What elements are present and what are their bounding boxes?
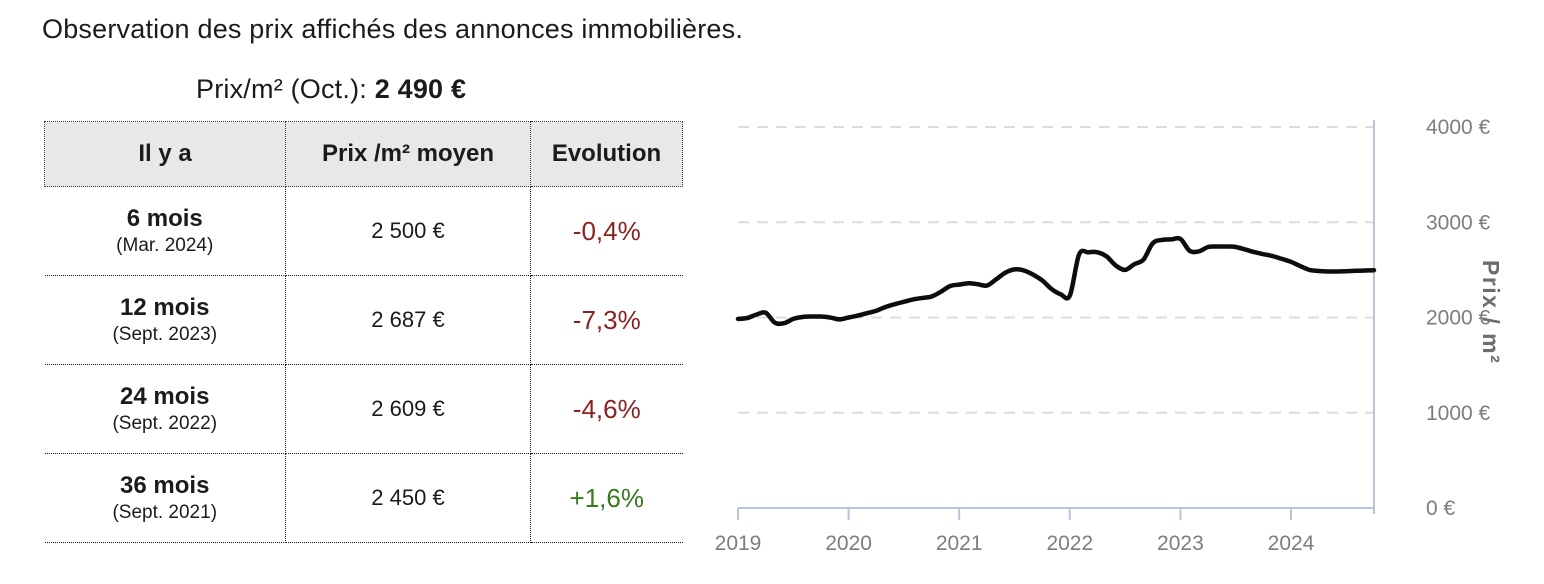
evolution-value: -4,6% [530,364,683,454]
price-cell: 2 609 € [285,364,531,454]
evolution-value: +1,6% [530,453,683,543]
column-header-evolution: Evolution [530,121,683,187]
period-label: 6 mois [126,205,203,233]
x-tick-label: 2019 [715,532,762,555]
column-header-price: Prix /m² moyen [285,121,531,187]
price-summary-label: Prix/m² (Oct.): [196,74,375,104]
period-label: 36 mois [120,472,210,500]
evolution-value: -0,4% [530,186,683,276]
price-cell: 2 500 € [285,186,531,276]
table-row: 6 mois (Mar. 2024) 2 500 € -0,4% [44,186,683,276]
price-cell: 2 687 € [285,275,531,365]
x-tick-label: 2024 [1268,532,1315,555]
price-summary-value: 2 490 € [374,74,467,104]
x-tick-label: 2023 [1157,532,1204,555]
price-chart: 0 € 1000 € 2000 € 3000 € 4000 € 2019 2020 2021 2… [715,116,1491,555]
table-row: 24 mois (Sept. 2022) 2 609 € -4,6% [44,364,683,454]
period-date: (Sept. 2023) [112,324,218,346]
price-summary: Prix/m² (Oct.): 2 490 € [196,74,466,105]
y-tick-label: 2000 € [1426,307,1491,330]
table-header-row: Il y a Prix /m² moyen Evolution [44,121,683,187]
y-tick-label: 3000 € [1426,211,1491,234]
gridlines [738,126,1374,414]
x-tick-label: 2020 [825,532,872,555]
evolution-value: -7,3% [530,275,683,365]
axis-tick-labels: 0 € 1000 € 2000 € 3000 € 4000 € 2019 2020 2021 2… [715,116,1491,555]
x-tick-label: 2022 [1046,532,1093,555]
period-date: (Sept. 2022) [112,413,218,435]
period-cell: 12 mois (Sept. 2023) [44,275,286,365]
period-cell: 36 mois (Sept. 2021) [44,453,286,543]
period-label: 24 mois [120,383,210,411]
period-label: 12 mois [120,294,210,322]
axes [737,120,1375,520]
y-tick-label: 0 € [1426,497,1456,520]
period-date: (Sept. 2021) [112,502,218,524]
price-cell: 2 450 € [285,453,531,543]
y-axis-title: Prix / m² [1478,260,1504,365]
period-date: (Mar. 2024) [116,235,214,257]
period-cell: 24 mois (Sept. 2022) [44,364,286,454]
table-row: 36 mois (Sept. 2021) 2 450 € +1,6% [44,453,683,543]
x-tick-label: 2021 [936,532,983,555]
y-tick-label: 1000 € [1426,402,1491,425]
page-title: Observation des prix affichés des annonc… [42,14,744,44]
column-header-period: Il y a [44,121,286,187]
price-table: Il y a Prix /m² moyen Evolution 6 mois (… [44,121,683,543]
price-line [735,235,1377,327]
period-cell: 6 mois (Mar. 2024) [44,186,286,276]
y-tick-label: 4000 € [1426,116,1491,139]
table-row: 12 mois (Sept. 2023) 2 687 € -7,3% [44,275,683,365]
